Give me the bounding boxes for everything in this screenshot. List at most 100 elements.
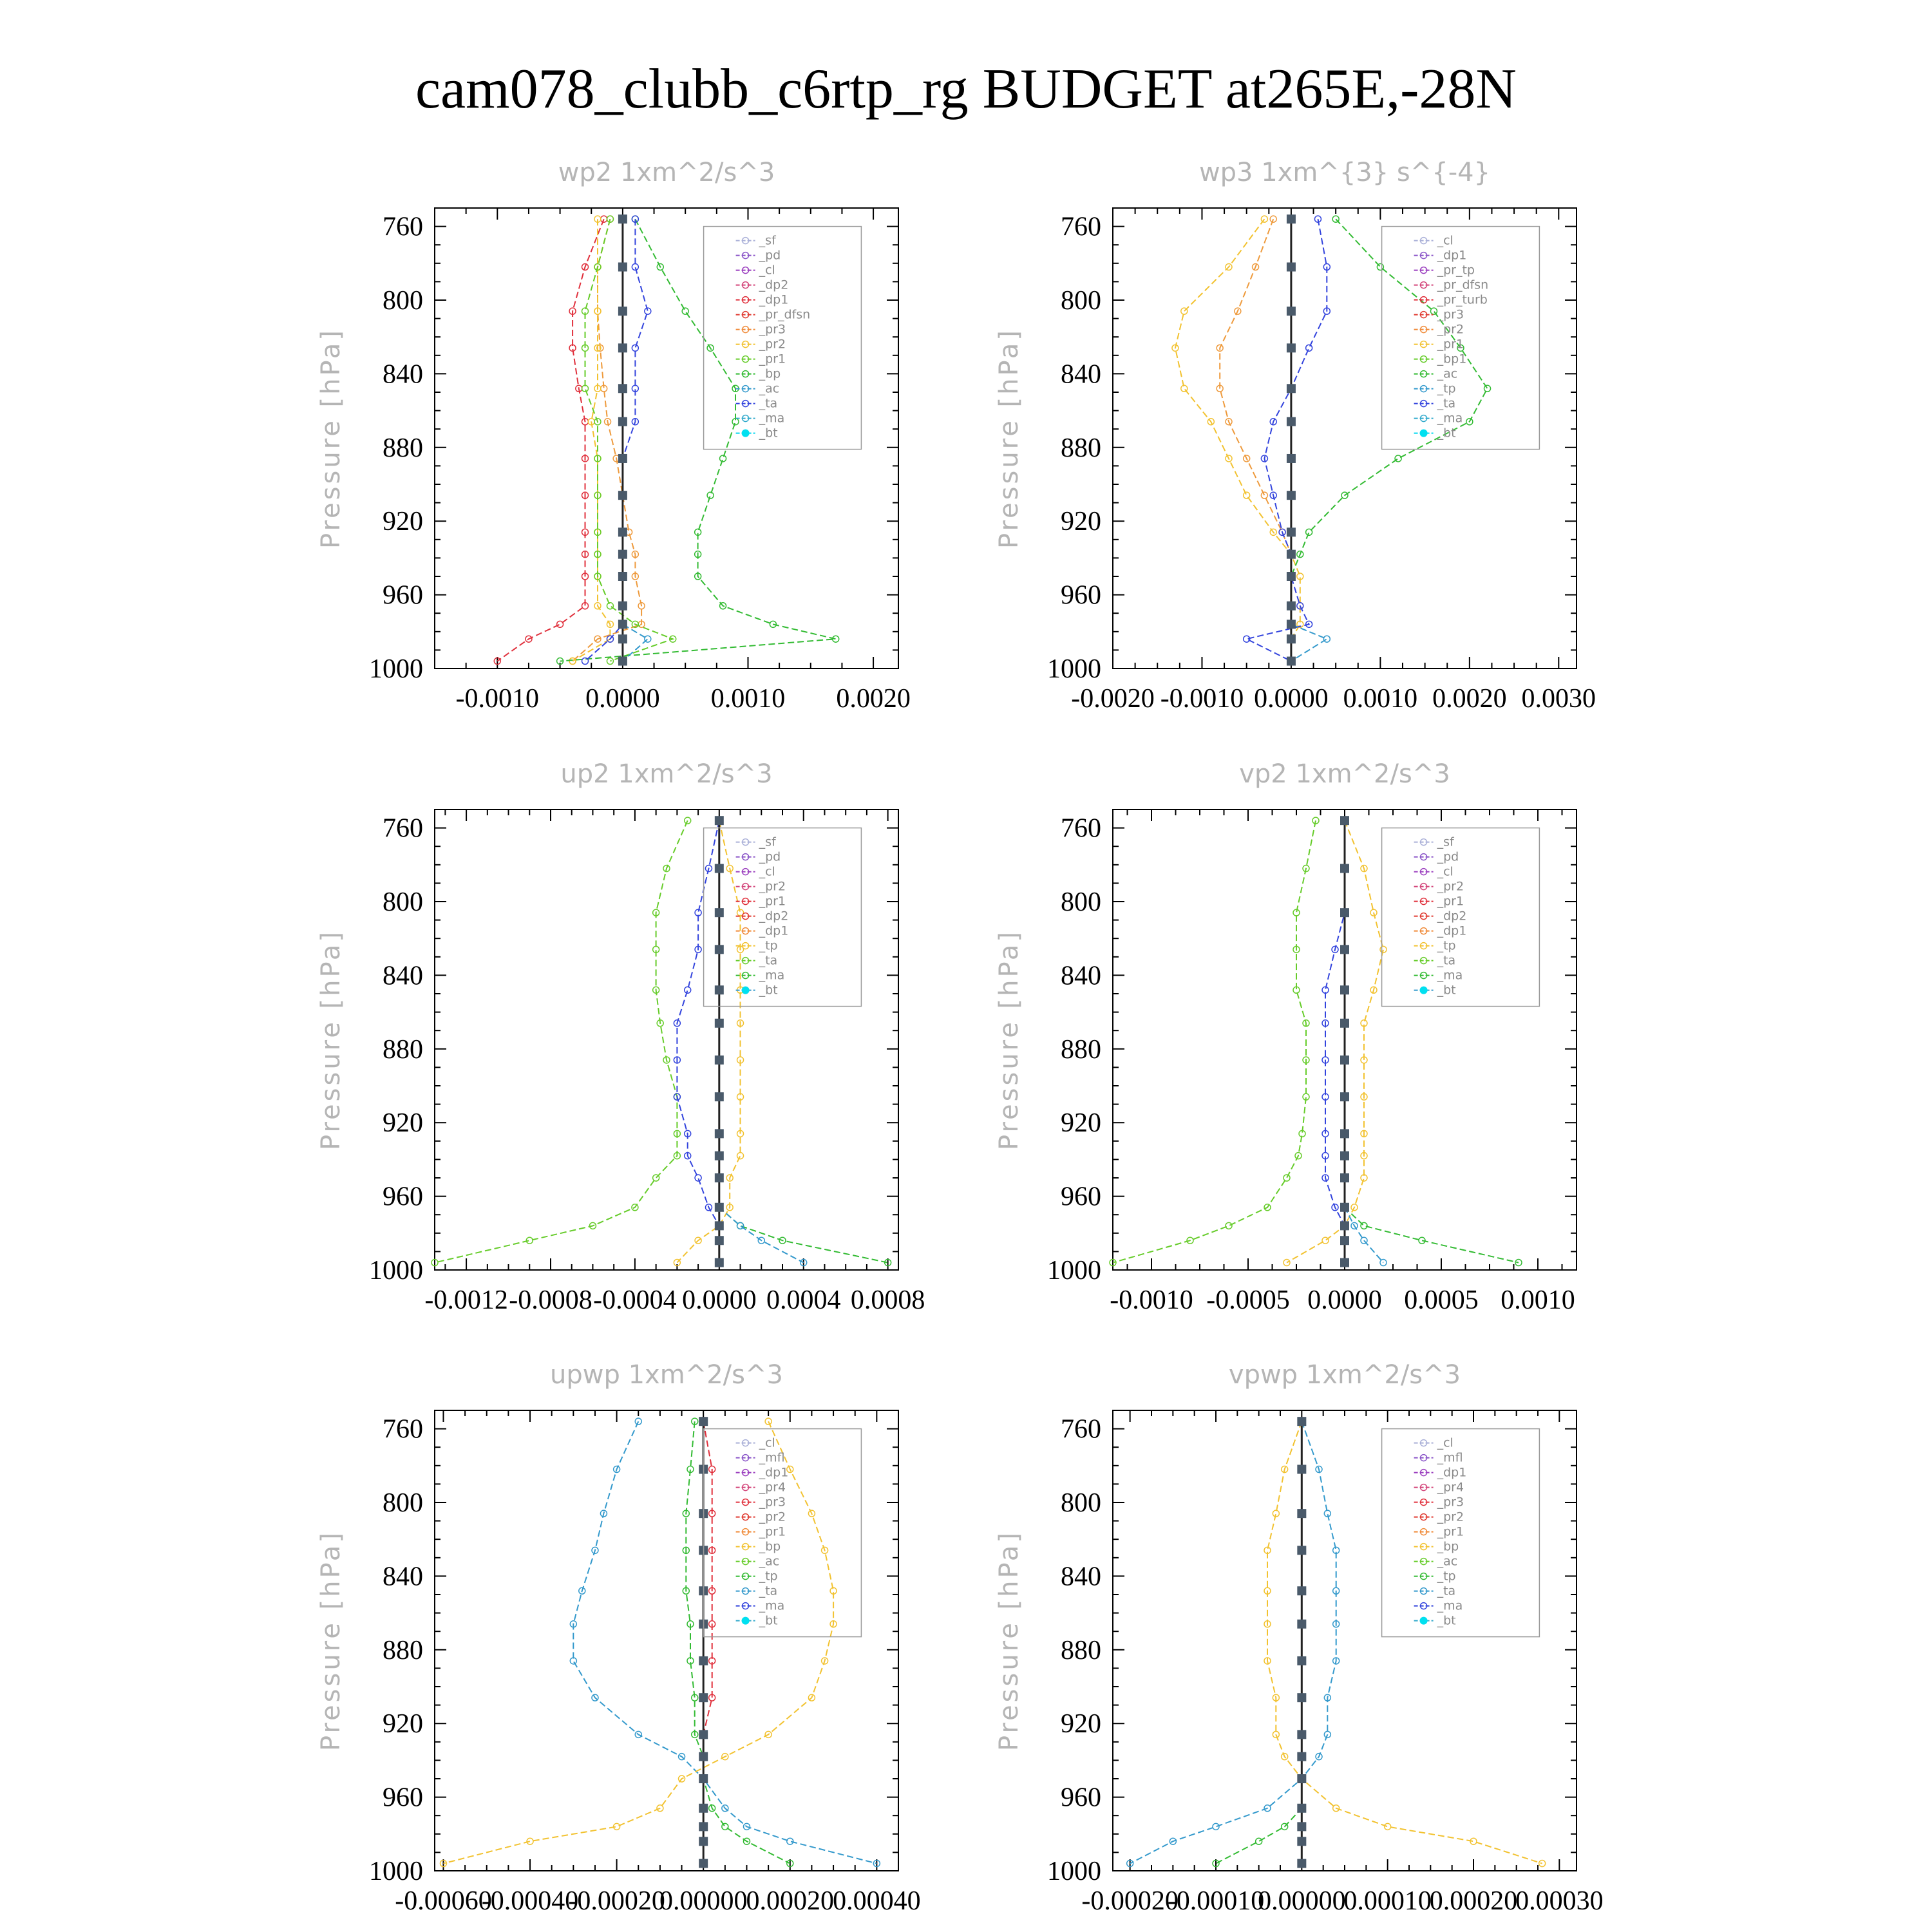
legend-marker: [1419, 296, 1428, 304]
data-point: [656, 1804, 664, 1812]
data-point: [884, 1258, 892, 1267]
data-point: [708, 1804, 716, 1812]
x-tick-label: 0.00030: [1515, 1886, 1604, 1916]
data-point: [631, 344, 639, 352]
data-point: [569, 1620, 578, 1628]
data-point: [1323, 1510, 1332, 1517]
legend-label: _dp1: [759, 293, 789, 307]
series-line: [1244, 219, 1328, 662]
y-tick-label: 880: [1061, 433, 1101, 463]
panel-5: 760 800 840 880 920 960 1000-0.00060-0.00040-0…: [316, 1360, 921, 1916]
data-point: [1296, 620, 1304, 629]
legend-label: _pd: [759, 249, 781, 263]
legend-label: _cl: [1437, 1436, 1454, 1450]
panel-title: upwp 1xm^2/s^3: [550, 1360, 783, 1390]
data-point: [618, 453, 627, 463]
data-point: [612, 1465, 621, 1473]
data-point: [1242, 455, 1251, 462]
x-tick-label: 0.0008: [851, 1285, 925, 1315]
legend-label: _dp2: [759, 278, 789, 292]
data-point: [1296, 550, 1304, 558]
legend-marker: [741, 1498, 750, 1506]
x-tick-label: -0.00020: [1081, 1886, 1179, 1916]
series-line: [573, 1421, 877, 1864]
data-point: [591, 1694, 599, 1701]
y-tick-label: 760: [1061, 1415, 1101, 1444]
data-point: [594, 455, 601, 462]
data-point: [714, 1202, 724, 1212]
data-point: [1286, 620, 1296, 629]
data-point: [708, 1546, 716, 1555]
data-point: [687, 1657, 694, 1665]
legend-marker: [741, 296, 750, 304]
x-tick-label: 0.0010: [1343, 684, 1418, 714]
data-point: [699, 1417, 708, 1426]
x-tick-label: -0.0012: [424, 1285, 508, 1315]
data-point: [736, 1019, 744, 1027]
data-point: [1323, 1730, 1332, 1739]
data-point: [1340, 945, 1349, 954]
data-point: [631, 573, 639, 580]
data-point: [708, 1694, 716, 1701]
legend-marker: [741, 355, 750, 363]
data-point: [1269, 215, 1277, 223]
data-point: [1286, 527, 1296, 537]
legend-marker: [1419, 1454, 1428, 1462]
legend-label: _pr1: [759, 895, 786, 909]
legend-label: _ma: [1437, 969, 1463, 983]
data-point: [1305, 528, 1313, 536]
data-point: [431, 1258, 439, 1267]
legend-label: _ta: [759, 1584, 778, 1598]
data-point: [1255, 1837, 1263, 1845]
series-pr1: [673, 817, 744, 1267]
legend-label: _cl: [759, 263, 775, 278]
data-point: [682, 1587, 690, 1595]
y-tick-label: 1000: [369, 654, 423, 684]
legend-marker: [1419, 1587, 1428, 1595]
legend: _sf_pd_cl_pr2_pr1_dp2_dp1_tp_ta_ma_bt: [703, 827, 862, 1007]
panel-4: 760 800 840 880 920 960 1000 -0.0010 -0.0005 0.00…: [994, 759, 1577, 1315]
data-point: [1297, 1774, 1307, 1783]
data-point: [1186, 1236, 1194, 1244]
legend-marker: [1419, 266, 1428, 274]
panel-title: up2 1xm^2/s^3: [560, 759, 772, 789]
data-point: [569, 1657, 578, 1665]
legend: _cl_mfl_dp1_pr4_pr3_pr2_pr1_bp_ac_tp_ta_…: [703, 1428, 862, 1638]
legend-marker: [1419, 1572, 1428, 1580]
data-point: [764, 1730, 772, 1739]
data-point: [556, 620, 564, 629]
series-bt: [1286, 214, 1296, 666]
legend-label: _mfl: [759, 1451, 785, 1465]
data-point: [1360, 1151, 1368, 1160]
legend-label: _dp2: [1437, 909, 1467, 923]
legend-marker: [1419, 414, 1428, 422]
legend-marker: [1419, 1483, 1428, 1492]
legend-label: _pr3: [759, 1495, 786, 1510]
x-tick-label: 0.0010: [1501, 1285, 1575, 1315]
data-point: [1312, 817, 1320, 824]
y-axis-label: Pressure [hPa]: [994, 1530, 1024, 1751]
data-point: [714, 1129, 724, 1139]
data-point: [1340, 985, 1349, 995]
y-tick-label: 800: [383, 1488, 423, 1518]
legend-marker: [1419, 340, 1428, 348]
data-point: [1305, 620, 1313, 629]
data-point: [694, 1174, 702, 1182]
series-bt: [618, 214, 627, 666]
data-point: [1332, 1657, 1340, 1665]
y-tick-label: 760: [383, 213, 423, 242]
data-point: [699, 1859, 708, 1868]
series-line: [621, 219, 649, 662]
data-point: [594, 418, 601, 426]
data-point: [1283, 1258, 1291, 1267]
legend-marker: [741, 281, 750, 289]
data-point: [1286, 343, 1296, 353]
data-point: [1321, 1056, 1329, 1064]
x-tick-label: -0.00020: [568, 1886, 665, 1916]
data-point: [581, 491, 589, 499]
series-tp: [1341, 817, 1387, 1267]
data-point: [569, 307, 576, 315]
data-point: [1212, 1859, 1220, 1868]
data-point: [736, 1151, 744, 1160]
x-tick-label: -0.0008: [509, 1285, 592, 1315]
